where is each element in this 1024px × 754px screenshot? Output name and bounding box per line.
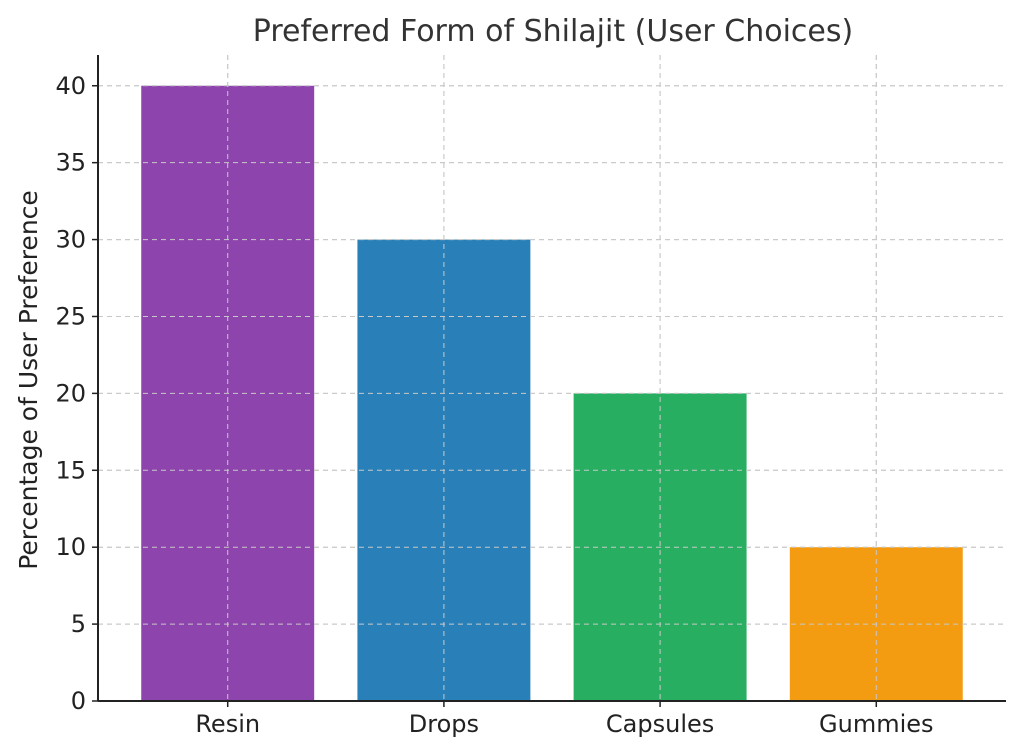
x-tick-label: Capsules bbox=[606, 710, 714, 738]
y-axis-label: Percentage of User Preference bbox=[14, 190, 43, 570]
y-tick-label: 30 bbox=[55, 226, 86, 254]
bars bbox=[98, 55, 1006, 702]
y-ticks: 0 5 10 15 20 25 30 35 40 bbox=[55, 72, 98, 715]
y-tick-label: 15 bbox=[55, 456, 86, 484]
x-ticks: Resin Drops Capsules Gummies bbox=[195, 701, 934, 738]
y-tick-label: 35 bbox=[55, 149, 86, 177]
y-tick-label: 0 bbox=[71, 687, 86, 715]
y-tick-label: 40 bbox=[55, 72, 86, 100]
y-tick-label: 10 bbox=[55, 533, 86, 561]
x-tick-label: Gummies bbox=[819, 710, 934, 738]
chart-title: Preferred Form of Shilajit (User Choices… bbox=[253, 14, 853, 49]
y-tick-label: 5 bbox=[71, 610, 86, 638]
y-tick-label: 25 bbox=[55, 302, 86, 330]
x-tick-label: Drops bbox=[409, 710, 479, 738]
x-tick-label: Resin bbox=[195, 710, 260, 738]
y-tick-label: 20 bbox=[55, 379, 86, 407]
